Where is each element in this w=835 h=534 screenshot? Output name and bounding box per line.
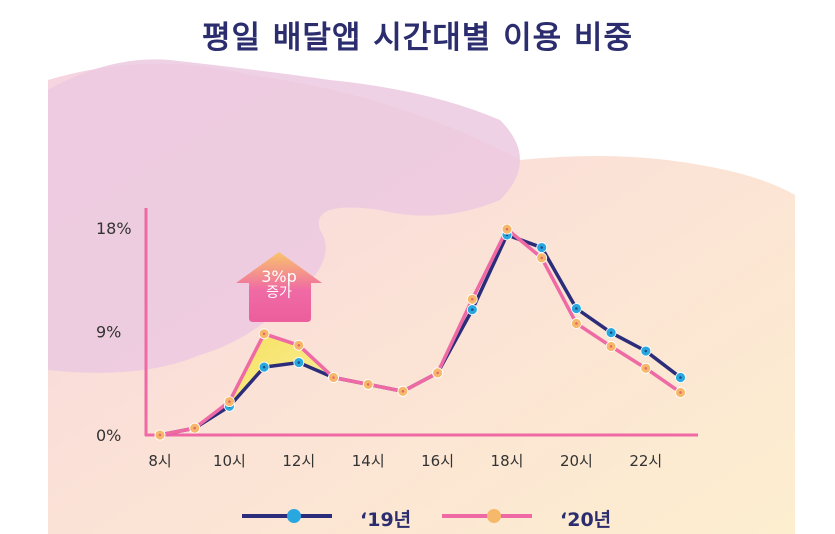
- up-arrow-icon: [236, 252, 322, 322]
- x-tick-label: 14시: [352, 452, 385, 470]
- legend-label-2020: ‘20년: [560, 509, 612, 531]
- x-tick-label: 8시: [148, 452, 171, 470]
- data-point-center: [332, 376, 335, 379]
- x-tick-label: 12시: [282, 452, 315, 470]
- legend-label-2019: ‘19년: [360, 509, 412, 531]
- increase-arrow-label: 3%p 증가: [248, 268, 310, 302]
- data-point-center: [297, 344, 301, 347]
- data-point-center: [540, 256, 543, 260]
- data-point-center: [297, 361, 301, 364]
- lavender-blob: [48, 59, 520, 373]
- data-point-center: [540, 246, 543, 249]
- data-point-center: [262, 332, 266, 336]
- x-tick-label: 20시: [560, 452, 593, 470]
- data-point-center: [401, 390, 405, 393]
- x-tick-label: 18시: [491, 452, 524, 470]
- data-point-center: [679, 376, 682, 379]
- data-point-center: [436, 371, 439, 375]
- annotation-text: 증가: [266, 285, 292, 301]
- data-point-center: [609, 345, 613, 348]
- series-line-2020: [159, 227, 682, 437]
- data-point-center: [228, 400, 231, 403]
- y-tick-label: 18%: [96, 219, 132, 238]
- x-tick-label: 22시: [629, 452, 662, 470]
- data-point-center: [679, 391, 682, 394]
- data-point-center: [471, 308, 474, 311]
- data-point-center: [366, 383, 370, 386]
- data-point-center: [193, 426, 196, 430]
- y-tick-label: 9%: [96, 323, 121, 342]
- x-tick-label: 16시: [421, 452, 454, 470]
- legend-marker: [287, 509, 301, 523]
- legend-marker: [487, 509, 501, 523]
- page-title: 평일 배달앱 시간대별 이용 비중: [202, 20, 633, 56]
- data-point-center: [609, 331, 613, 334]
- data-point-center: [644, 367, 648, 370]
- data-point-center: [644, 349, 648, 353]
- annotation-value: 3%p: [261, 267, 297, 286]
- data-point-center: [505, 227, 509, 231]
- x-tick-label: 10시: [213, 452, 246, 470]
- data-point-center: [575, 322, 578, 325]
- data-point-center: [471, 298, 474, 301]
- data-point-center: [262, 365, 266, 369]
- y-tick-label: 0%: [96, 426, 121, 445]
- data-point-center: [575, 307, 578, 310]
- data-point-center: [158, 433, 162, 437]
